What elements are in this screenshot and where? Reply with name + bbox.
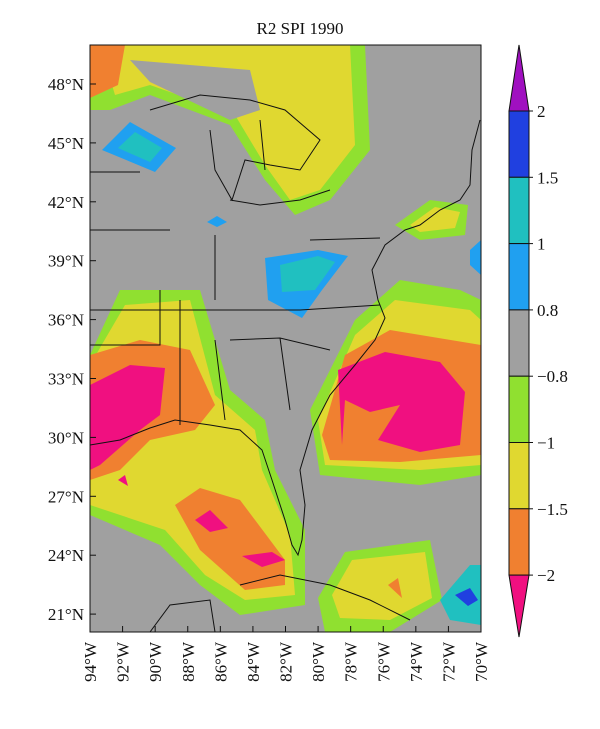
lon-label: 74°W <box>407 641 426 682</box>
colorbar-segment <box>508 442 530 510</box>
lake-outline <box>149 94 331 206</box>
contour <box>332 552 432 620</box>
lon-label: 80°W <box>309 641 328 682</box>
lat-label: 30°N <box>48 428 84 447</box>
colorbar-segment <box>508 243 530 311</box>
contour <box>455 588 478 606</box>
contour <box>470 240 481 275</box>
lat-label: 36°N <box>48 311 84 330</box>
lon-label: 88°W <box>179 641 198 682</box>
lat-label: 42°N <box>48 193 84 212</box>
contour <box>207 216 227 227</box>
lon-label: 70°W <box>472 641 491 682</box>
lat-label: 21°N <box>48 605 84 624</box>
lat-label: 48°N <box>48 75 84 94</box>
state-border <box>90 171 381 425</box>
colorbar-segment <box>508 44 530 112</box>
colorbar-label: −1.5 <box>537 500 568 519</box>
contour <box>280 256 335 292</box>
lon-label: 78°W <box>342 641 361 682</box>
contour <box>410 207 460 232</box>
lat-label: 39°N <box>48 252 84 271</box>
colorbar-label: −0.8 <box>537 367 568 386</box>
map-title: R2 SPI 1990 <box>257 19 344 38</box>
contour <box>242 552 285 567</box>
lon-label: 84°W <box>244 641 263 682</box>
contour <box>195 510 228 532</box>
contour <box>90 365 165 470</box>
contour <box>118 132 162 162</box>
colorbar-label: 1.5 <box>537 168 558 187</box>
colorbar-segment <box>508 574 530 638</box>
colorbar-label: 2 <box>537 102 546 121</box>
lat-label: 24°N <box>48 546 84 565</box>
contour <box>118 475 128 486</box>
colorbar-label: −1 <box>537 434 555 453</box>
lon-label: 92°W <box>114 641 133 682</box>
colorbar-label: 1 <box>537 235 546 254</box>
lon-label: 82°W <box>277 641 296 682</box>
lon-label: 76°W <box>374 641 393 682</box>
contour <box>338 352 465 452</box>
lat-label: 45°N <box>48 134 84 153</box>
lon-label: 94°W <box>81 641 100 682</box>
contour <box>130 60 260 120</box>
lat-label: 27°N <box>48 487 84 506</box>
contour <box>388 578 402 598</box>
lon-label: 86°W <box>211 641 230 682</box>
colorbar-segment <box>508 508 530 576</box>
lon-label: 90°W <box>146 641 165 682</box>
colorbar-label: 0.8 <box>537 301 558 320</box>
lon-label: 72°W <box>439 641 458 682</box>
map-area <box>90 45 481 632</box>
colorbar-segment <box>508 110 530 178</box>
lat-label: 33°N <box>48 370 84 389</box>
coastline <box>90 119 481 557</box>
colorbar-segment <box>508 375 530 444</box>
contour <box>90 45 125 98</box>
colorbar-label: −2 <box>537 566 555 585</box>
colorbar-segment <box>508 176 530 245</box>
island-outline <box>149 574 411 632</box>
colorbar-segment <box>508 309 530 377</box>
